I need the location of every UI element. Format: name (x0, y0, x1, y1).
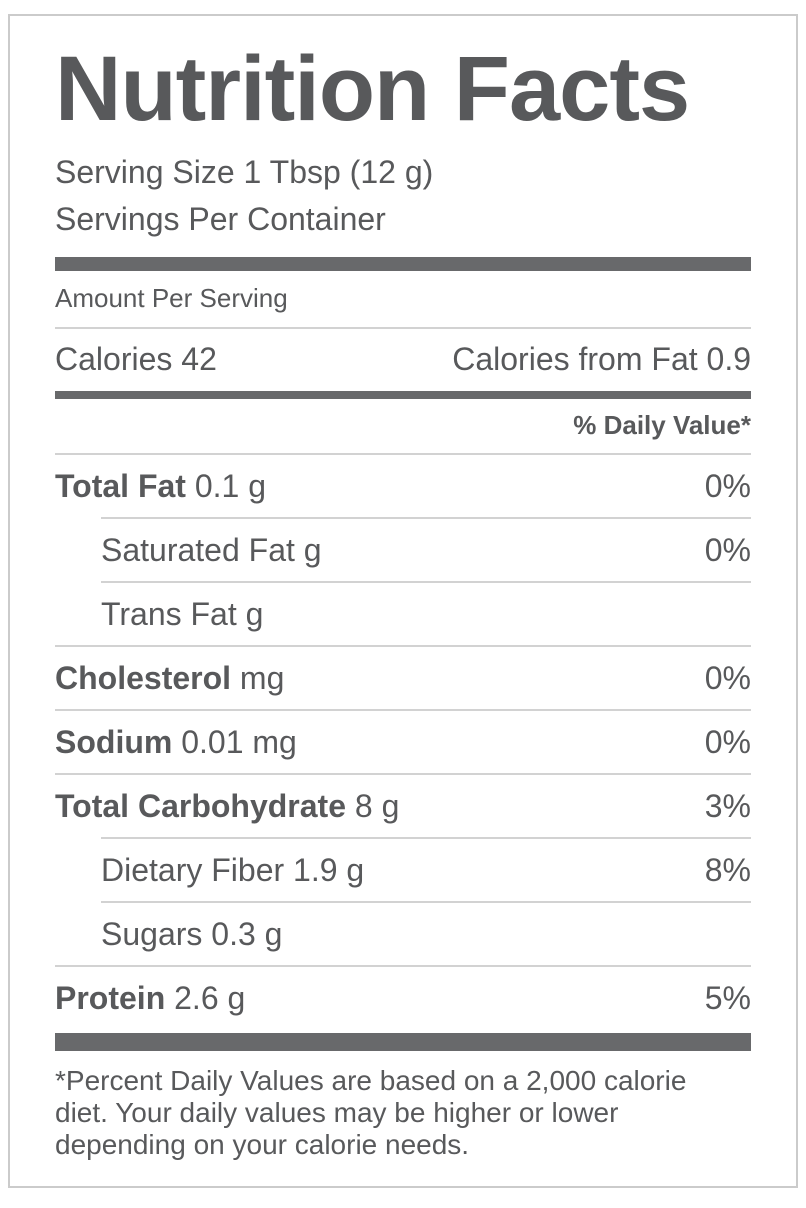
nutrient-amount: 8 g (346, 787, 400, 824)
calories-right: Calories from Fat 0.9 (452, 341, 751, 377)
nutrient-name: Dietary Fiber (101, 851, 285, 888)
nutrient-row: Sugars 0.3 g (55, 903, 751, 965)
nutrient-name-amount: Sodium 0.01 mg (55, 724, 297, 761)
daily-value-percent: 0% (704, 659, 751, 696)
nutrient-name: Saturated Fat (101, 531, 295, 568)
nutrient-name-amount: Total Fat 0.1 g (55, 468, 266, 505)
amount-per-serving-label: Amount Per Serving (55, 283, 288, 313)
nutrient-name-amount: Trans Fat g (55, 596, 263, 633)
nutrient-name: Total Fat (55, 467, 186, 504)
divider-above-nutrients (55, 453, 751, 455)
nutrient-name-amount: Total Carbohydrate 8 g (55, 788, 399, 825)
daily-value-percent: 0% (704, 723, 751, 760)
row-divider (55, 965, 751, 967)
daily-value-percent: 0% (704, 531, 751, 568)
divider-above-calories (55, 327, 751, 329)
footnote-line: *Percent Daily Values are based on a 2,0… (55, 1065, 687, 1096)
nutrient-name-amount: Protein 2.6 g (55, 980, 245, 1017)
nutrient-name: Sugars (101, 915, 203, 952)
nutrient-amount: 2.6 g (165, 979, 246, 1016)
footnote-line: diet. Your daily values may be higher or… (55, 1097, 619, 1128)
nutrient-name: Cholesterol (55, 659, 232, 696)
nutrient-name-amount: Saturated Fat g (55, 532, 322, 569)
nutrient-row: Trans Fat g (55, 583, 751, 645)
row-divider (101, 837, 751, 839)
daily-value-header: % Daily Value* (573, 410, 751, 440)
nutrient-amount: 0.3 g (202, 915, 283, 952)
nutrient-name: Total Carbohydrate (55, 787, 346, 824)
row-divider (101, 901, 751, 903)
nutrient-name: Protein (55, 979, 166, 1016)
nutrient-rows: Total Fat 0.1 g 0% Saturated Fat g 0% Trans … (55, 455, 751, 1029)
nutrient-row: Total Carbohydrate 8 g 3% (55, 775, 751, 837)
calories-from-fat-value: 0.9 (706, 341, 751, 377)
nutrient-name-amount: Sugars 0.3 g (55, 916, 282, 953)
nutrient-row: Saturated Fat g 0% (55, 519, 751, 581)
nutrient-row: Total Fat 0.1 g 0% (55, 455, 751, 517)
serving-size-text: Serving Size 1 Tbsp (12 g) (55, 154, 434, 190)
nutrient-amount: 0.1 g (185, 467, 267, 504)
nutrient-name: Trans Fat (101, 595, 237, 632)
calories-from-fat-label: Calories from Fat (452, 341, 698, 377)
footnote-line: depending on your calorie needs. (55, 1129, 470, 1160)
nutrient-name: Sodium (55, 723, 173, 760)
row-divider (101, 517, 751, 519)
nutrient-row: Dietary Fiber 1.9 g 8% (55, 839, 751, 901)
separator-bar-top (55, 257, 751, 271)
separator-bar-calories (55, 391, 751, 399)
footnote-text: *Percent Daily Values are based on a 2,0… (55, 1065, 751, 1161)
daily-value-percent: 3% (704, 787, 751, 824)
nutrient-amount: mg (231, 659, 285, 696)
nutrient-amount: 0.01 mg (172, 723, 297, 760)
label-title: Nutrition Facts (55, 38, 690, 140)
calories-row: Calories 42 Calories from Fat 0.9 (55, 329, 751, 391)
nutrient-name-amount: Cholesterol mg (55, 660, 284, 697)
daily-value-percent: 8% (704, 851, 751, 888)
calories-left: Calories 42 (55, 341, 217, 377)
calories-value: 42 (181, 341, 217, 377)
nutrient-amount: g (236, 595, 264, 632)
separator-bar-bottom (55, 1033, 751, 1051)
nutrition-label: Nutrition Facts Serving Size 1 Tbsp (12 … (8, 14, 798, 1188)
servings-per-container-text: Servings Per Container (55, 201, 386, 237)
nutrient-amount: g (294, 531, 322, 568)
row-divider (55, 773, 751, 775)
nutrient-row: Cholesterol mg 0% (55, 647, 751, 709)
nutrient-amount: 1.9 g (284, 851, 365, 888)
row-divider (101, 581, 751, 583)
row-divider (55, 709, 751, 711)
row-divider (55, 645, 751, 647)
daily-value-percent: 0% (704, 467, 751, 504)
nutrient-name-amount: Dietary Fiber 1.9 g (55, 852, 364, 889)
nutrient-row: Sodium 0.01 mg 0% (55, 711, 751, 773)
nutrient-row: Protein 2.6 g 5% (55, 967, 751, 1029)
calories-label: Calories (55, 341, 173, 377)
daily-value-percent: 5% (704, 979, 751, 1016)
